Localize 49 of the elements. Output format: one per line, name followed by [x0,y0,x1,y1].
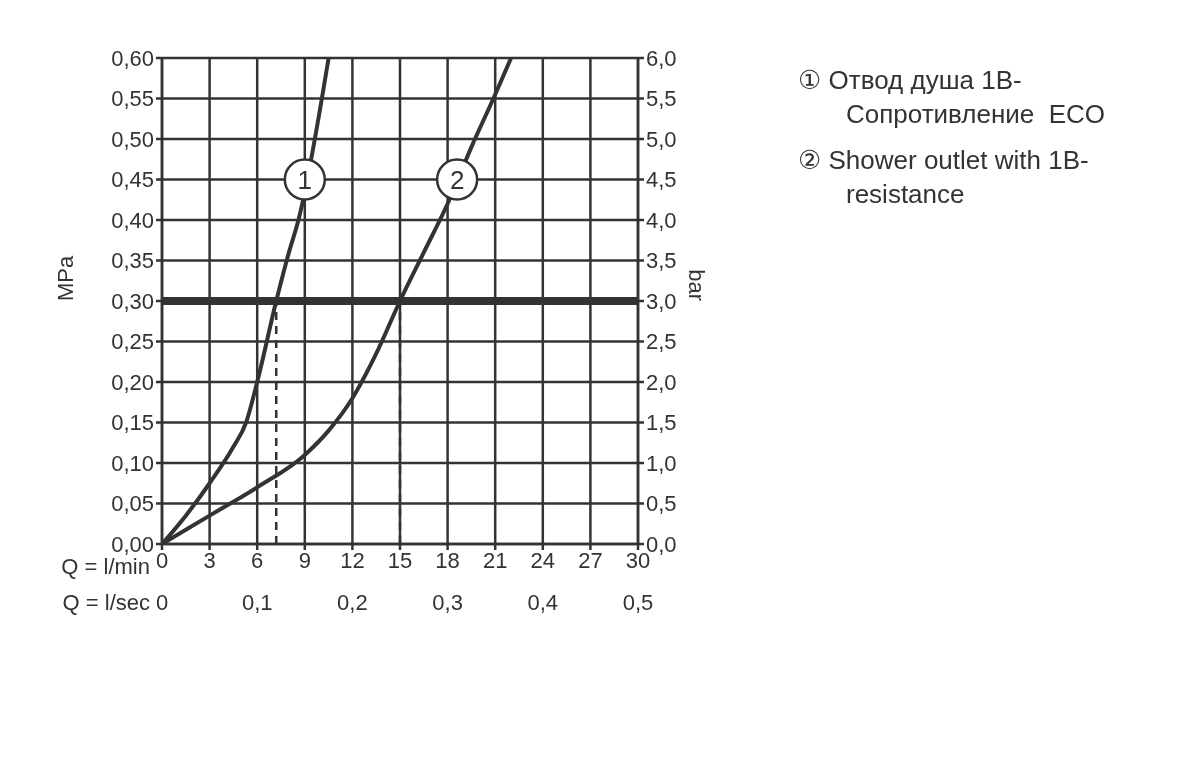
x2-axis-title: Q = l/sec [62,590,150,615]
y-tick-label: 0,20 [111,369,154,395]
y2-tick-label: 1,0 [646,450,677,476]
y-tick-label: 0,15 [111,410,154,436]
y2-tick-label: 6,0 [646,45,677,71]
x-tick-label: 3 [203,547,216,573]
y-tick-label: 0,40 [111,207,154,233]
y-tick-label: 0,30 [111,288,154,314]
x2-tick-label: 0,2 [337,590,368,615]
x2-tick-label: 0,3 [432,590,463,615]
x-axis-title: Q = l/min [61,554,150,579]
x2-tick-label: 0,5 [622,590,654,615]
y2-tick-label: 2,5 [646,329,677,355]
x-tick-label: 12 [340,547,365,573]
y-tick-label: 0,10 [111,450,154,476]
y2-tick-label: 3,0 [646,288,677,314]
x-tick-label: 15 [387,547,413,573]
y-tick-label: 0,45 [111,167,154,193]
y-tick-label: 0,25 [111,329,154,355]
y2-tick-label: 4,0 [646,207,677,233]
x2-tick-label: 0,4 [527,590,559,615]
x-tick-label: 0 [155,547,169,573]
y-tick-label: 0,60 [111,45,154,71]
y-tick-label: 0,00 [111,531,154,557]
y-tick-label: 0,05 [111,491,154,517]
x-tick-label: 18 [435,547,460,573]
y2-tick-label: 3,5 [646,248,677,274]
x2-tick-label: 0,1 [241,590,273,615]
x-tick-label: 27 [578,547,603,573]
annotation: 1 [297,164,313,195]
y2-tick-label: 2,0 [646,369,677,395]
text: ① Отвод душа 1B-Сопротивление ECO [798,64,1107,131]
x-tick-label: 24 [530,547,556,573]
x-tick-label: 21 [482,547,508,573]
y2-tick-label: 0,5 [646,491,677,517]
y2-axis-title: bar [684,269,710,301]
y-tick-label: 0,35 [111,248,154,274]
y2-tick-label: 5,0 [646,126,677,152]
y-tick-label: 0,55 [111,86,154,112]
x-tick-label: 6 [251,547,264,573]
x2-tick-label: 0 [155,590,169,615]
y2-tick-label: 1,5 [646,410,677,436]
y2-tick-label: 4,5 [646,167,677,193]
y2-tick-label: 5,5 [646,86,677,112]
y-tick-label: 0,50 [111,126,154,152]
y-axis-title: MPa [52,255,78,301]
x-tick-label: 9 [298,547,311,573]
annotation: 2 [449,164,465,195]
text: ② Shower outlet with 1B-resistance [798,144,1090,211]
